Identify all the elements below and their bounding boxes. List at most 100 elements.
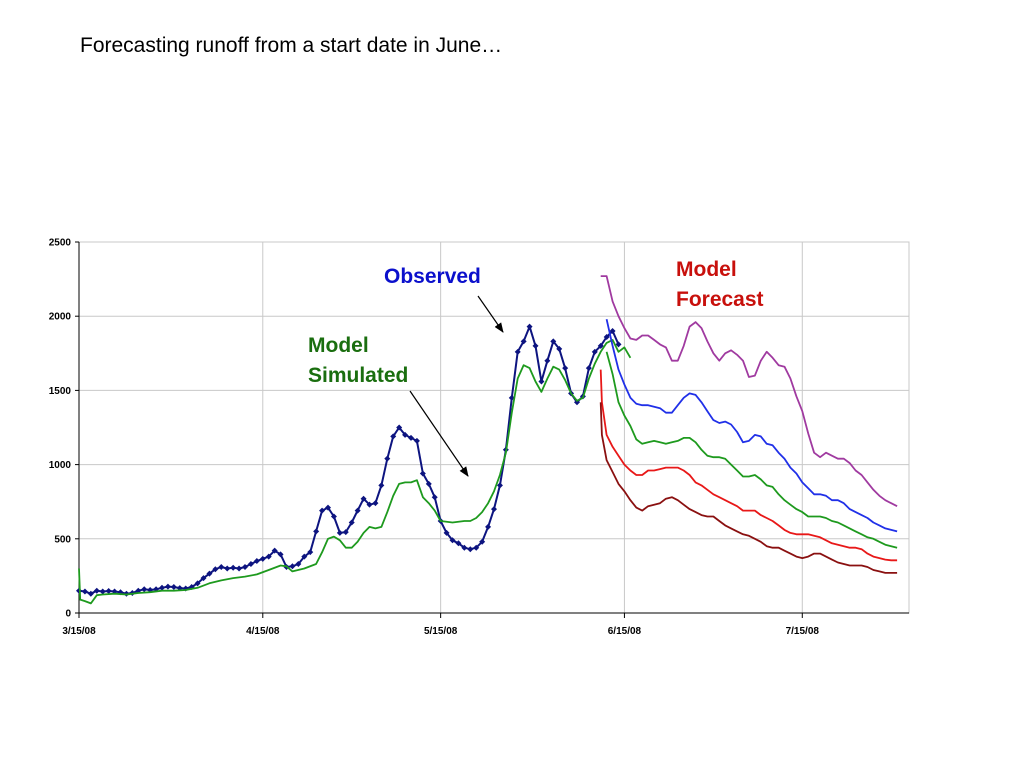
observed-point (87, 590, 94, 597)
y-tick-label: 2000 (49, 312, 72, 323)
observed-point (372, 500, 379, 507)
observed-point (556, 345, 563, 352)
observed-point (236, 565, 243, 572)
observed-point (330, 513, 337, 520)
observed-point (603, 333, 610, 340)
observed-point (289, 563, 296, 570)
chart-series (76, 275, 898, 605)
observed-point (615, 341, 622, 348)
observed-point (473, 544, 480, 551)
observed-point (247, 561, 254, 568)
model-simulated-line1: Model (308, 334, 369, 357)
observed-point (544, 357, 551, 364)
x-tick-label: 5/15/08 (424, 626, 458, 637)
series-line-2 (600, 275, 898, 508)
series-line-5 (599, 369, 898, 562)
observed-point (562, 365, 569, 372)
observed-point (455, 540, 462, 547)
observed-point (319, 507, 326, 514)
model-forecast-line1: Model (676, 258, 737, 281)
observed-point (520, 338, 527, 345)
observed-point (526, 323, 533, 330)
y-tick-label: 1000 (49, 460, 72, 471)
observed-point (81, 588, 88, 595)
observed-point (449, 537, 456, 544)
model-forecast-line2: Forecast (676, 288, 764, 311)
observed-point (378, 482, 385, 489)
observed-point (461, 544, 468, 551)
observed-point (413, 437, 420, 444)
x-tick-label: 7/15/08 (786, 626, 820, 637)
observed-point (354, 507, 361, 514)
y-tick-label: 500 (54, 534, 71, 545)
plot-area (78, 241, 910, 614)
observed-point (307, 549, 314, 556)
observed-point (419, 470, 426, 477)
observed-point (467, 546, 474, 553)
observed-point (224, 565, 231, 572)
observed-point (425, 480, 432, 487)
observed-point (360, 495, 367, 502)
observed-point (170, 584, 177, 591)
observed-annotation-text: Observed (384, 265, 481, 288)
observed-point (384, 455, 391, 462)
observed-point (443, 529, 450, 536)
observed-point (194, 580, 201, 587)
y-tick-label: 0 (65, 609, 71, 620)
chart-gridlines (78, 241, 910, 614)
observed-point (485, 523, 492, 530)
observed-point (259, 555, 266, 562)
observed-point (265, 553, 272, 560)
slide-title: Forecasting runoff from a start date in … (80, 34, 503, 57)
observed-point (99, 588, 106, 595)
observed-point (390, 433, 397, 440)
observed-point (206, 570, 213, 577)
series-line-4 (605, 351, 898, 549)
observed-point (408, 434, 414, 441)
observed-point (532, 342, 539, 349)
observed-point (514, 348, 521, 355)
observed-point (336, 529, 343, 536)
observed-point (496, 482, 503, 489)
observed-point (212, 566, 219, 573)
series-line-1 (78, 339, 632, 605)
y-tick-label: 1500 (49, 386, 72, 397)
observed-point (348, 519, 355, 526)
series-line-6 (599, 402, 898, 574)
observed-annotation: Observed (384, 262, 481, 292)
observed-point (141, 586, 148, 593)
observed-point (218, 563, 225, 570)
simulated-arrow (409, 390, 469, 477)
observed-point (342, 529, 349, 536)
observed-point (609, 328, 616, 335)
x-tick-label: 4/15/08 (246, 626, 280, 637)
observed-point (105, 588, 112, 595)
observed-point (277, 551, 284, 558)
observed-point (325, 504, 331, 511)
annotation-arrows (409, 295, 504, 477)
observed-point (313, 528, 320, 535)
observed-point (597, 342, 604, 349)
y-tick-label: 2500 (49, 238, 72, 249)
observed-point (591, 348, 598, 355)
observed-point (230, 564, 237, 571)
chart-axes: 0 500 1000 1500 2000 2500 3/15/08 4/15/08 5/15/0… (49, 238, 909, 637)
observed-point (550, 338, 557, 345)
observed-point (253, 558, 260, 565)
observed-point (538, 378, 545, 385)
observed-point (159, 584, 165, 591)
x-tick-label: 3/15/08 (62, 626, 96, 637)
observed-arrow (477, 295, 504, 333)
model-simulated-line2: Simulated (308, 364, 409, 387)
observed-point (271, 547, 278, 554)
observed-point (295, 561, 302, 568)
observed-point (396, 424, 403, 431)
observed-point (301, 553, 308, 560)
observed-point (200, 575, 207, 582)
observed-point (402, 431, 409, 438)
observed-point (431, 494, 438, 501)
model-forecast-annotation: Model Forecast (676, 255, 764, 315)
observed-point (366, 501, 373, 508)
observed-point (479, 538, 486, 545)
